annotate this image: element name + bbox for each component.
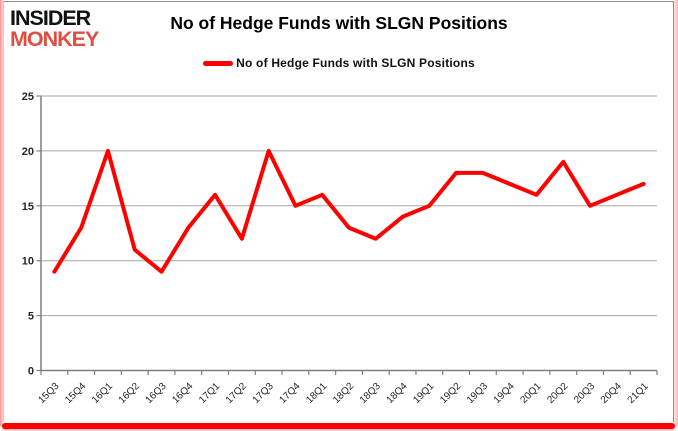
svg-text:10: 10	[22, 256, 34, 268]
svg-text:19Q1: 19Q1	[411, 381, 436, 406]
svg-text:15: 15	[22, 201, 34, 213]
logo-line-monkey: MONKEY	[10, 27, 99, 51]
svg-text:17Q3: 17Q3	[251, 381, 276, 406]
svg-text:17Q4: 17Q4	[277, 381, 302, 406]
svg-text:20: 20	[22, 146, 34, 158]
legend-label: No of Hedge Funds with SLGN Positions	[236, 56, 475, 70]
chart-title: No of Hedge Funds with SLGN Positions	[170, 13, 508, 33]
svg-text:16Q4: 16Q4	[170, 381, 195, 406]
svg-text:16Q3: 16Q3	[144, 381, 169, 406]
svg-text:18Q2: 18Q2	[331, 381, 356, 406]
logo-line-insider: INSIDER	[10, 6, 91, 30]
svg-text:19Q4: 19Q4	[492, 381, 517, 406]
svg-text:18Q4: 18Q4	[385, 381, 410, 406]
svg-text:19Q2: 19Q2	[438, 381, 463, 406]
insider-monkey-logo: INSIDER MONKEY	[10, 6, 99, 51]
svg-text:25: 25	[22, 91, 34, 103]
svg-text:20Q3: 20Q3	[572, 381, 597, 406]
right-edge-accent	[674, 0, 678, 426]
svg-text:17Q1: 17Q1	[197, 381, 222, 406]
legend-line-swatch	[203, 60, 234, 66]
svg-text:20Q1: 20Q1	[519, 381, 544, 406]
left-edge-accent	[0, 0, 3, 426]
svg-text:18Q1: 18Q1	[304, 381, 329, 406]
svg-text:20Q4: 20Q4	[599, 381, 624, 406]
chart-legend: No of Hedge Funds with SLGN Positions	[0, 56, 678, 70]
svg-text:16Q1: 16Q1	[90, 381, 115, 406]
svg-text:17Q2: 17Q2	[224, 381, 249, 406]
svg-text:16Q2: 16Q2	[117, 381, 142, 406]
svg-text:0: 0	[28, 366, 34, 378]
svg-text:5: 5	[28, 311, 34, 323]
svg-text:21Q1: 21Q1	[626, 381, 651, 406]
svg-text:19Q3: 19Q3	[465, 381, 490, 406]
svg-text:20Q2: 20Q2	[545, 381, 570, 406]
svg-text:15Q3: 15Q3	[36, 381, 61, 406]
svg-text:15Q4: 15Q4	[63, 381, 88, 406]
bottom-red-bar	[2, 423, 675, 429]
svg-text:18Q3: 18Q3	[358, 381, 383, 406]
